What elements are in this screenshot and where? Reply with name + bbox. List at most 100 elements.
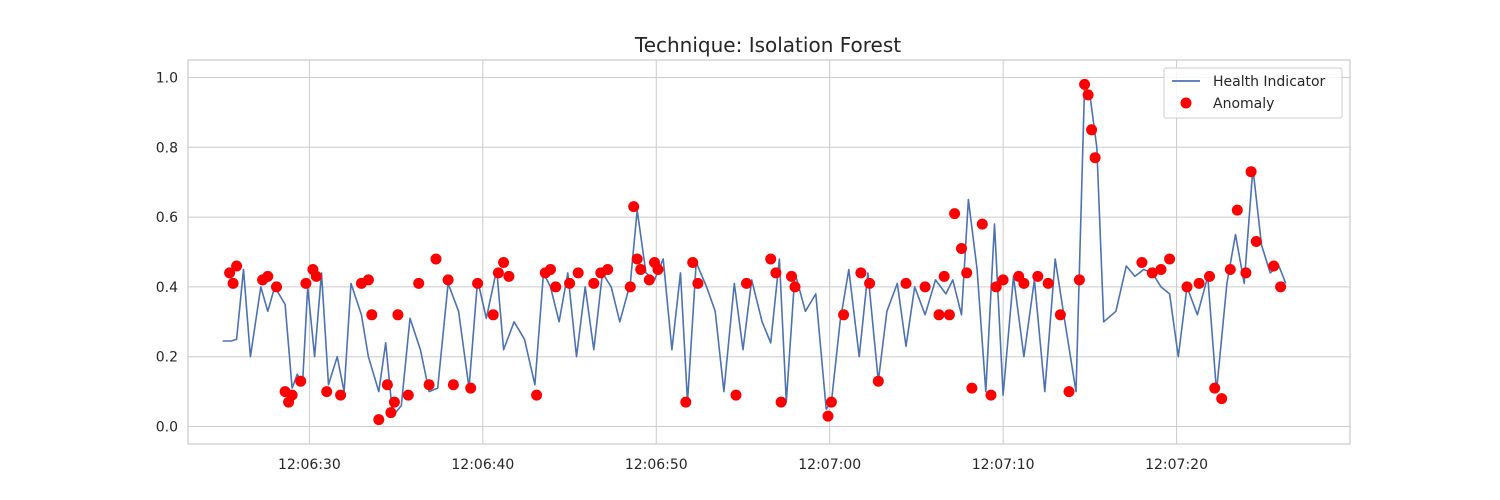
anomaly-point xyxy=(227,277,239,289)
anomaly-point xyxy=(765,253,777,265)
anomaly-point xyxy=(628,201,640,213)
chart-title: Technique: Isolation Forest xyxy=(634,33,901,57)
x-tick-label: 12:07:20 xyxy=(1145,457,1208,473)
anomaly-point xyxy=(1086,124,1098,136)
anomaly-point xyxy=(631,253,643,265)
anomaly-point xyxy=(855,267,867,279)
anomaly-point xyxy=(741,277,752,289)
anomaly-point xyxy=(310,270,322,282)
anomaly-point xyxy=(652,264,664,275)
anomaly-point xyxy=(1231,204,1243,216)
anomaly-point xyxy=(1054,309,1066,321)
anomaly-point xyxy=(423,379,435,391)
anomaly-point xyxy=(1082,89,1094,101)
anomaly-point xyxy=(531,389,543,401)
anomaly-point xyxy=(822,410,834,422)
health-indicator-line xyxy=(222,83,1287,417)
anomaly-point xyxy=(1245,166,1257,178)
anomaly-point xyxy=(1032,270,1044,282)
anomaly-point xyxy=(1250,236,1262,247)
anomaly-point xyxy=(550,281,562,293)
anomaly-point xyxy=(1079,78,1091,90)
anomaly-point xyxy=(362,274,374,286)
anomaly-point xyxy=(770,267,782,279)
anomaly-point xyxy=(503,270,515,282)
anomaly-point xyxy=(385,407,397,419)
axes-frame xyxy=(187,59,1351,445)
anomaly-point xyxy=(321,386,333,398)
anomaly-point xyxy=(938,270,950,282)
anomaly-point xyxy=(956,243,967,254)
anomaly-point xyxy=(1216,393,1228,405)
anomaly-point xyxy=(492,267,504,279)
anomaly-point xyxy=(295,375,307,387)
anomaly-point xyxy=(572,267,584,279)
x-tick-label: 12:06:40 xyxy=(451,457,514,473)
anomaly-point xyxy=(402,389,414,401)
anomaly-point xyxy=(1164,253,1176,265)
anomaly-point xyxy=(1155,264,1167,275)
anomaly-point xyxy=(286,389,298,401)
anomaly-point xyxy=(487,309,499,321)
anomaly-point xyxy=(1275,281,1287,293)
anomaly-points xyxy=(224,78,1287,426)
anomaly-point xyxy=(373,414,385,426)
anomaly-point xyxy=(498,257,510,268)
anomaly-point xyxy=(1193,277,1205,289)
anomaly-point xyxy=(262,270,274,282)
anomaly-point xyxy=(900,277,912,289)
anomaly-point xyxy=(335,389,347,401)
anomaly-point xyxy=(388,396,400,408)
anomaly-point xyxy=(472,277,484,289)
anomaly-point xyxy=(392,309,404,321)
anomaly-point xyxy=(680,396,692,408)
anomaly-point xyxy=(976,218,988,230)
anomaly-point xyxy=(643,274,655,286)
anomaly-point xyxy=(545,264,556,275)
anomaly-point xyxy=(1073,274,1085,286)
anomaly-point xyxy=(775,396,787,408)
anomaly-point xyxy=(949,208,961,220)
anomaly-point xyxy=(1204,270,1215,282)
anomaly-point xyxy=(300,277,312,289)
anomaly-point xyxy=(1240,267,1252,279)
anomaly-point xyxy=(271,281,282,293)
x-tick-label: 12:06:30 xyxy=(278,457,341,473)
legend-anomaly: Anomaly xyxy=(1213,96,1274,112)
anomaly-point xyxy=(635,264,647,275)
anomaly-point xyxy=(961,267,973,279)
anomaly-point xyxy=(864,277,876,289)
legend: Health Indicator Anomaly xyxy=(1163,67,1343,119)
anomaly-point xyxy=(602,264,614,275)
anomaly-point xyxy=(933,309,945,321)
x-tick-label: 12:06:50 xyxy=(625,457,688,473)
anomaly-point xyxy=(789,281,801,293)
anomaly-point xyxy=(1146,267,1158,279)
anomaly-point xyxy=(825,396,837,408)
anomaly-point xyxy=(366,309,378,321)
anomaly-point xyxy=(1063,386,1075,398)
anomaly-point xyxy=(1224,264,1236,275)
anomaly-point xyxy=(1181,281,1193,293)
anomaly-point xyxy=(564,277,576,289)
anomaly-point xyxy=(231,260,243,272)
y-tick-label: 0.0 xyxy=(156,420,178,436)
anomaly-point xyxy=(692,277,704,289)
anomaly-point xyxy=(430,253,442,265)
anomaly-point xyxy=(447,379,459,391)
anomaly-point xyxy=(943,309,955,321)
anomaly-point xyxy=(838,309,850,321)
y-tick-label: 0.2 xyxy=(156,350,178,366)
anomaly-point xyxy=(985,389,997,401)
y-tick-label: 0.8 xyxy=(156,140,178,156)
legend-anomaly-marker xyxy=(1180,97,1192,109)
anomaly-point xyxy=(1042,277,1054,289)
anomaly-point xyxy=(990,281,1002,293)
anomaly-point xyxy=(413,277,425,289)
y-tick-label: 0.4 xyxy=(156,280,178,296)
y-tick-label: 1.0 xyxy=(156,70,178,86)
anomaly-point xyxy=(966,382,978,394)
legend-box xyxy=(1163,67,1343,119)
anomaly-point xyxy=(224,267,236,279)
